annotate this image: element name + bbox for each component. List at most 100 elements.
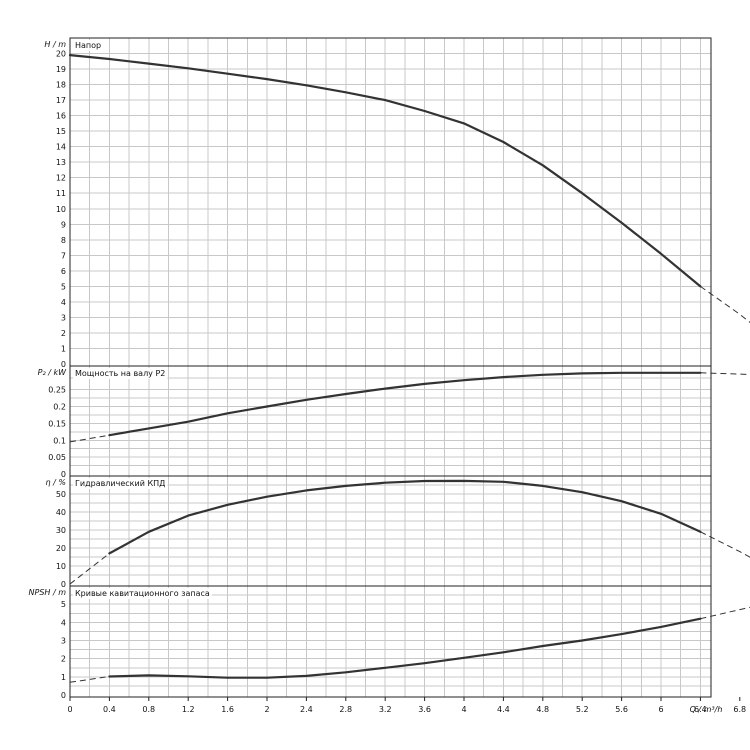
panel-title-bg (73, 368, 168, 379)
data-point (463, 122, 465, 125)
data-point (581, 491, 583, 494)
data-point (542, 485, 544, 487)
data-point (620, 221, 623, 224)
panel-title-bg (73, 478, 168, 489)
y-tick-label: 12 (56, 174, 66, 183)
data-point (108, 58, 111, 60)
plot-frame (69, 37, 712, 698)
data-point (345, 671, 347, 674)
y-axis-title-bg (22, 587, 68, 598)
data-point (463, 656, 465, 659)
data-point (502, 651, 505, 654)
data-point (463, 379, 465, 381)
panel-title-bg (73, 588, 212, 599)
data-point (266, 405, 268, 408)
y-tick-label: 20 (56, 544, 66, 553)
x-tick-label: 4.8 (536, 705, 549, 714)
data-point (305, 398, 308, 401)
data-point (542, 373, 544, 376)
x-tick-label: 4 (461, 705, 466, 714)
y-tick-label: 13 (56, 158, 66, 167)
y-tick-label: 2 (61, 655, 66, 664)
data-point (148, 674, 150, 677)
data-point (660, 252, 662, 255)
y-tick-label: 0 (61, 691, 66, 700)
y-tick-label: 9 (61, 220, 66, 229)
y-tick-label: 8 (61, 236, 66, 245)
data-point (226, 676, 229, 679)
y-tick-label: 6 (61, 267, 66, 276)
data-point (187, 420, 189, 423)
data-point (345, 485, 347, 487)
x-tick-label: 6.8 (733, 705, 746, 714)
data-point (148, 62, 150, 65)
curve-line (108, 479, 702, 555)
y-tick-label: 16 (56, 112, 66, 121)
data-point (266, 78, 268, 80)
curve-extrapolated-start (69, 434, 110, 443)
x-tick-label: 5.2 (576, 705, 589, 714)
y-tick-label: 0 (61, 360, 66, 369)
x-tick-label: 2 (264, 705, 269, 714)
x-tick-label: 6 (658, 705, 663, 714)
panel-title: Кривые кавитационного запаса (75, 589, 210, 598)
x-axis-title: Q / m³/h (690, 705, 723, 714)
data-point (384, 481, 387, 484)
data-point (345, 91, 347, 94)
data-point (187, 514, 189, 517)
y-tick-label: 19 (56, 65, 66, 74)
data-point (502, 480, 505, 483)
y-tick-label: 30 (56, 526, 66, 535)
y-tick-label: 0.2 (53, 403, 66, 412)
data-point (108, 675, 111, 678)
data-point (148, 531, 150, 533)
x-tick-label: 3.2 (379, 705, 392, 714)
panel-title: Мощность на валу P2 (75, 369, 165, 378)
data-point (423, 110, 426, 112)
data-point (384, 666, 387, 669)
data-point (581, 372, 583, 375)
data-point (699, 617, 702, 620)
y-tick-label: 15 (56, 127, 66, 136)
data-point (581, 192, 583, 195)
curve-extrapolated-end (700, 606, 750, 620)
x-tick-label: 2.8 (339, 705, 352, 714)
y-tick-label: 1 (61, 673, 66, 682)
data-point (384, 387, 387, 390)
curve-extrapolated-start (69, 553, 110, 585)
y-tick-label: 14 (56, 143, 66, 152)
y-tick-label: 40 (56, 508, 66, 517)
y-tick-label: 3 (61, 637, 66, 646)
y-tick-label: 2 (61, 329, 66, 338)
curve-extrapolated-end (700, 285, 750, 323)
data-point (502, 376, 505, 378)
data-point (266, 495, 268, 498)
data-point (699, 285, 702, 288)
data-point (187, 675, 189, 678)
y-tick-label: 4 (61, 298, 66, 307)
data-point (699, 531, 702, 533)
y-axis-title: NPSH / m (29, 588, 67, 597)
y-axis-title: η / % (46, 478, 66, 487)
y-tick-label: 17 (56, 96, 66, 105)
x-tick-label: 0 (67, 705, 72, 714)
data-point (502, 141, 505, 143)
data-point (384, 99, 387, 101)
data-point (148, 427, 150, 430)
curve-line (108, 617, 702, 679)
data-point (423, 480, 426, 482)
y-tick-label: 0.15 (48, 419, 66, 428)
data-point (542, 645, 544, 647)
data-point (187, 67, 189, 70)
x-tick-label: 3.6 (418, 705, 431, 714)
x-tick-label: 5.6 (615, 705, 628, 714)
data-point (305, 489, 308, 492)
data-point (226, 412, 229, 415)
y-tick-label: 10 (56, 205, 66, 214)
data-point (108, 434, 111, 436)
y-tick-label: 18 (56, 81, 66, 90)
y-tick-label: 4 (61, 618, 66, 627)
y-tick-label: 0.1 (53, 436, 66, 445)
x-tick-label: 1.6 (221, 705, 234, 714)
